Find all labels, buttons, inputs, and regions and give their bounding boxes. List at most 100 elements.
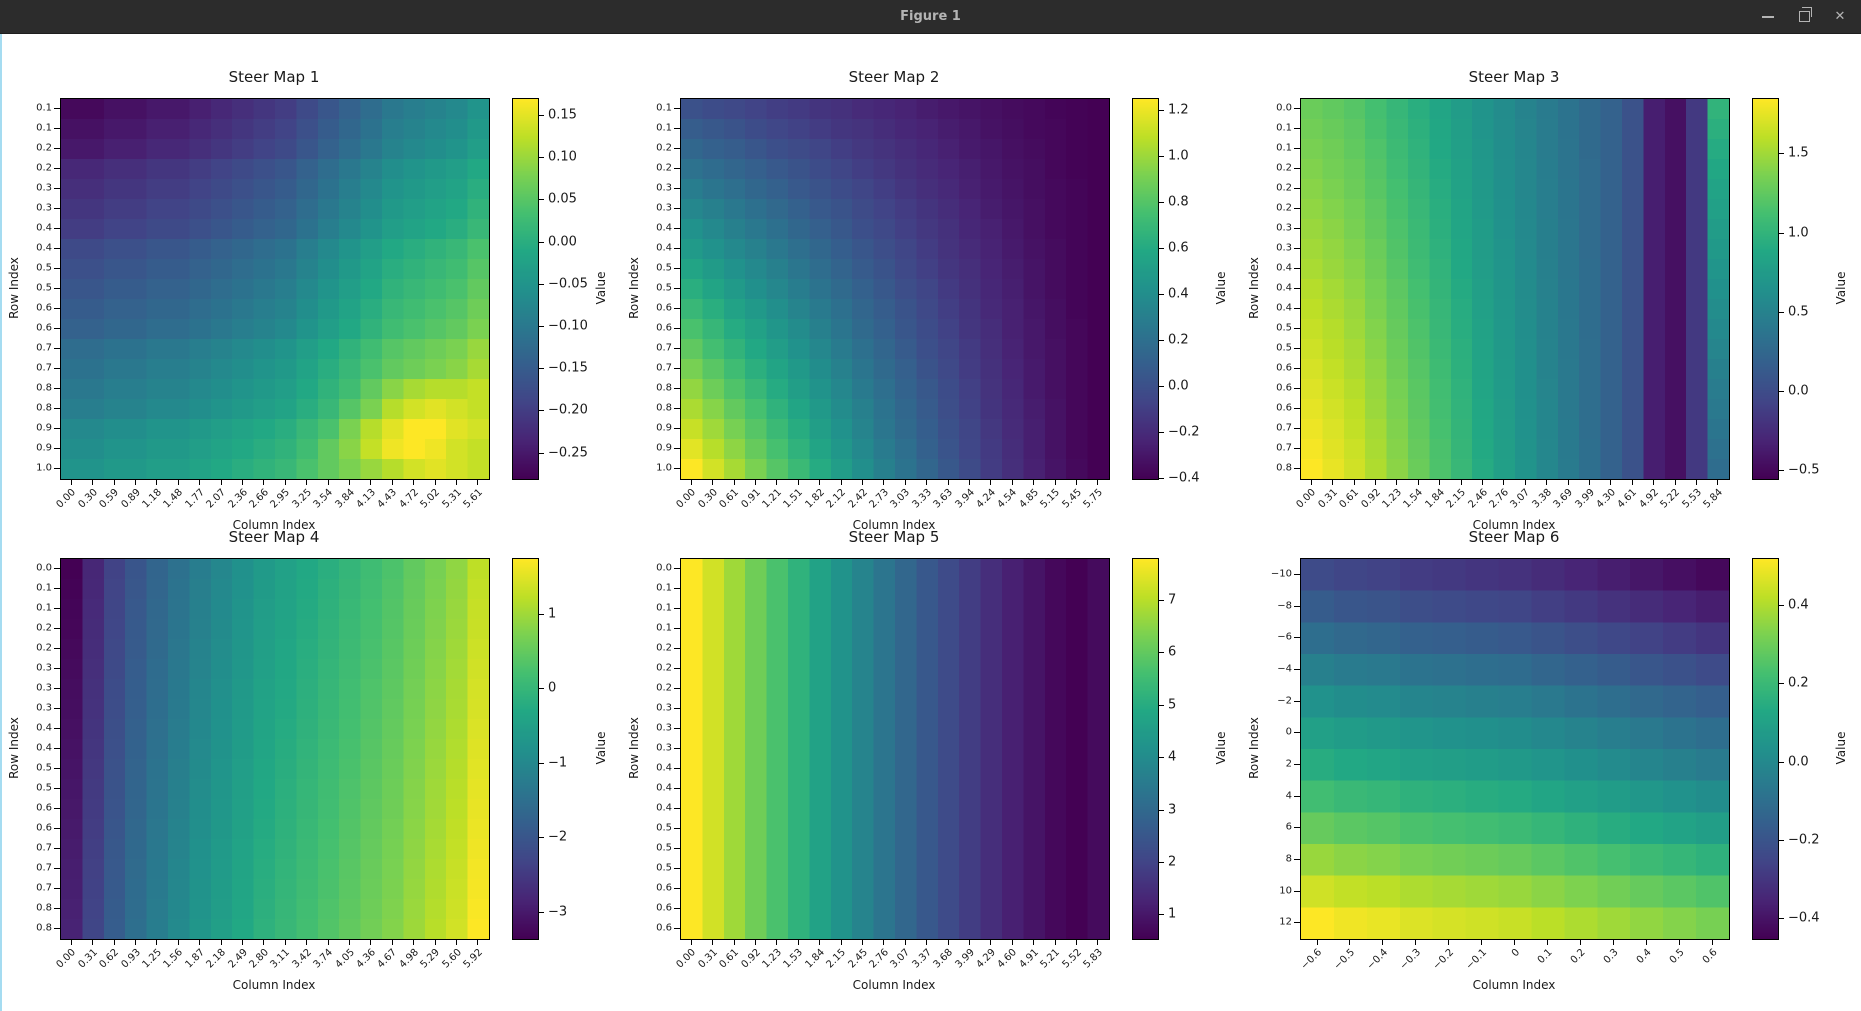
y-tick-label: 0.5 (36, 282, 52, 294)
y-tick-label: 0.3 (36, 682, 52, 694)
y-tick-label: 0.7 (36, 342, 52, 354)
x-tick-label: 0.3 (1601, 947, 1621, 967)
x-axis-label: Column Index (232, 518, 316, 532)
y-tick-label: 0.5 (656, 862, 672, 874)
y-tick-label: 0.3 (656, 702, 672, 714)
close-button[interactable]: ✕ (1827, 4, 1853, 30)
y-tick-label: 0.2 (36, 622, 52, 634)
colorbar-label: Value (1214, 271, 1228, 305)
y-tick-label: 0.8 (1276, 462, 1292, 474)
colorbar-tick-label: 3 (1168, 802, 1177, 818)
y-tick-label: 0.1 (656, 602, 672, 614)
minimize-button[interactable] (1755, 4, 1781, 30)
close-icon: ✕ (1834, 9, 1846, 24)
y-tick-label: 0.4 (656, 762, 672, 774)
x-tick-label: 2.80 (247, 947, 272, 971)
x-tick-label: 4.60 (995, 947, 1020, 971)
heatmap-canvas (1300, 98, 1730, 480)
colorbar-tick-label: −0.15 (548, 360, 588, 376)
y-tick-label: 0.3 (656, 202, 672, 214)
colorbar-tick-label: −0.2 (1788, 832, 1820, 848)
colorbar-tick-label: −0.20 (548, 402, 588, 418)
y-tick-label: 0.7 (656, 342, 672, 354)
y-tick-label: 0.2 (36, 142, 52, 154)
x-tick-label: 2.76 (867, 947, 892, 971)
y-tick-label: −2 (1277, 695, 1292, 706)
colorbar-tick-label: 1.5 (1788, 145, 1809, 161)
x-tick-label: 4.36 (354, 947, 379, 971)
colorbar-label: Value (1214, 731, 1228, 765)
y-tick-label: −8 (1277, 600, 1292, 611)
y-tick-label: 0.7 (36, 882, 52, 894)
y-tick-label: 0.0 (1276, 102, 1292, 114)
colorbar-tick-label: 1 (1168, 906, 1177, 922)
y-tick-label: 0.4 (1276, 282, 1292, 294)
y-tick-label: 0.5 (656, 822, 672, 834)
x-tick-label: 5.60 (440, 947, 464, 971)
y-tick-label: 0.1 (656, 102, 672, 114)
colorbar-tick-label: 0.5 (1788, 304, 1809, 320)
y-tick-label: 0.7 (36, 862, 52, 874)
colorbar-tick-label: 0.15 (548, 107, 577, 123)
y-axis-label: Row Index (1247, 717, 1261, 779)
colorbar-tick-label: −0.05 (548, 276, 588, 292)
plot-title: Steer Map 2 (848, 68, 940, 86)
x-axis-label: Column Index (232, 978, 316, 992)
colorbar-label: Value (594, 271, 608, 305)
y-tick-label: 0.6 (1276, 362, 1292, 374)
y-tick-label: 0.5 (656, 282, 672, 294)
y-tick-label: 0.0 (36, 562, 52, 574)
heatmap-canvas (680, 558, 1110, 940)
y-tick-label: 0.2 (36, 642, 52, 654)
y-tick-label: 0.1 (36, 122, 52, 134)
colorbar-tick-label: −0.4 (1168, 470, 1200, 486)
x-tick-label: 5.52 (1060, 947, 1084, 971)
window-controls: ✕ (1755, 0, 1853, 33)
colorbar-tick-label: 0.05 (548, 191, 577, 207)
colorbar-tick-label: 0.2 (1168, 332, 1189, 348)
y-tick-label: 0.6 (656, 302, 672, 314)
y-tick-label: 0.4 (656, 802, 672, 814)
colorbar-tick-label: 0.8 (1168, 194, 1189, 210)
y-axis-label: Row Index (627, 717, 641, 779)
y-tick-label: 0.2 (656, 642, 672, 654)
y-axis-label: Row Index (7, 717, 21, 779)
y-tick-label: 0.1 (1276, 122, 1292, 134)
y-tick-label: 0.1 (36, 102, 52, 114)
y-tick-label: 0.4 (656, 242, 672, 254)
x-tick-label: 0.31 (76, 947, 100, 971)
x-tick-label: 2.15 (824, 947, 849, 971)
y-tick-label: 0.3 (36, 702, 52, 714)
colorbar-tick-label: 0.0 (1168, 378, 1189, 394)
y-tick-label: 0.4 (656, 782, 672, 794)
x-tick-label: 1.87 (183, 947, 207, 971)
y-tick-label: 0.2 (656, 142, 672, 154)
colorbar-tick-label: −0.2 (1168, 424, 1200, 440)
y-tick-label: 0.7 (36, 842, 52, 854)
y-tick-label: 0.1 (656, 622, 672, 634)
plot-title: Steer Map 4 (228, 528, 320, 546)
y-tick-label: 0.1 (656, 582, 672, 594)
y-axis-label: Row Index (7, 257, 21, 319)
x-tick-label: 0.00 (54, 947, 79, 971)
y-tick-label: 0.8 (36, 402, 52, 414)
restore-button[interactable] (1791, 4, 1817, 30)
y-tick-label: 0.1 (36, 582, 52, 594)
colorbar-tick-label: −0.10 (548, 318, 588, 334)
colorbar-tick-label: 1.0 (1168, 148, 1189, 164)
x-axis-label: Column Index (852, 978, 936, 992)
y-tick-label: 0.2 (656, 662, 672, 674)
y-tick-label: 0 (1285, 726, 1292, 738)
colorbar-tick-label: −0.4 (1788, 910, 1820, 926)
x-tick-label: −0.1 (1463, 947, 1489, 972)
colorbar-canvas (1132, 558, 1159, 940)
y-tick-label: 0.2 (1276, 182, 1292, 194)
x-axis-label: Column Index (852, 518, 936, 532)
y-tick-label: 1.0 (656, 462, 672, 474)
colorbar-tick-label: 0.10 (548, 149, 577, 165)
y-tick-label: 6 (1285, 821, 1292, 833)
y-tick-label: 0.3 (656, 742, 672, 754)
x-tick-label: 0.61 (717, 947, 742, 971)
restore-icon (1798, 7, 1812, 22)
